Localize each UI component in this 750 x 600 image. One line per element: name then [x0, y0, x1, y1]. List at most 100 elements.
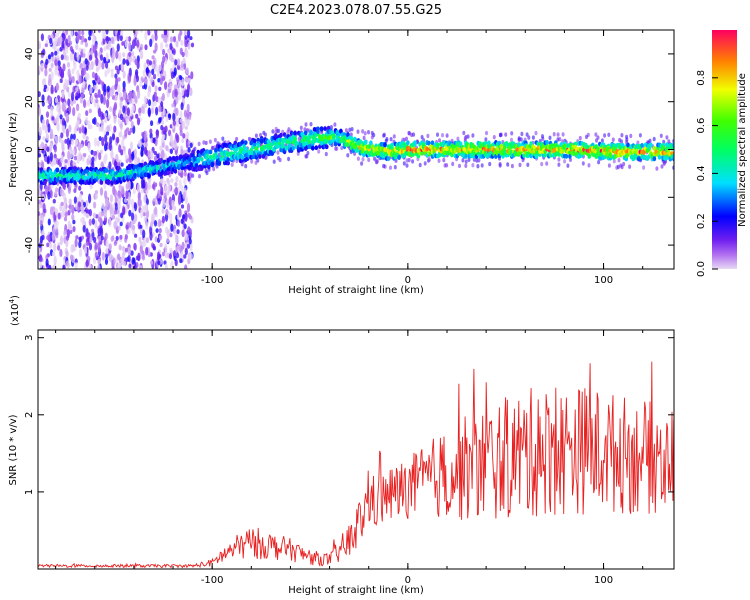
heatmap-cell	[488, 161, 492, 167]
heatmap-cell	[68, 124, 72, 133]
heatmap-cell	[106, 180, 111, 186]
heatmap-cell	[78, 240, 82, 249]
heatmap-cell	[91, 71, 96, 79]
heatmap-cell	[100, 93, 104, 104]
heatmap-cell	[520, 131, 524, 137]
heatmap-cell	[94, 219, 98, 229]
heatmap-cell	[64, 54, 68, 61]
heatmap-cell	[137, 198, 141, 207]
heatmap-cell	[119, 113, 124, 121]
heatmap-cell	[62, 117, 66, 127]
heatmap-cell	[179, 258, 183, 264]
heatmap-cell	[168, 253, 173, 260]
heatmap-cell	[166, 237, 170, 243]
heatmap-cell	[264, 132, 267, 137]
heatmap-cell	[187, 30, 191, 39]
heatmap-cell	[420, 135, 424, 140]
heatmap-cell	[175, 40, 179, 48]
heatmap-cell	[105, 252, 109, 260]
heatmap-cell	[348, 127, 352, 132]
heatmap-cell	[385, 137, 389, 142]
heatmap-cell	[259, 139, 264, 144]
heatmap-cell	[149, 221, 154, 228]
heatmap-cell	[135, 75, 139, 83]
heatmap-cell	[125, 98, 129, 103]
heatmap-cell	[105, 30, 109, 35]
heatmap-cell	[162, 108, 166, 116]
heatmap-cell	[618, 137, 622, 143]
heatmap-cell	[114, 239, 118, 245]
heatmap-cell	[147, 173, 151, 179]
heatmap-cell	[389, 165, 392, 170]
heatmap-cell	[134, 158, 138, 166]
heatmap-cell	[140, 150, 144, 157]
heatmap-cell	[173, 188, 178, 193]
heatmap-cell	[175, 176, 179, 183]
heatmap-cell	[52, 230, 56, 241]
heatmap-cell	[39, 235, 44, 244]
heatmap-cell	[180, 148, 184, 156]
heatmap-cell	[411, 159, 415, 164]
heatmap-cell	[39, 254, 43, 263]
heatmap-cell	[43, 84, 48, 89]
heatmap-cell	[87, 36, 92, 41]
heatmap-cell	[155, 201, 159, 206]
heatmap-cell	[116, 31, 120, 42]
heatmap-cell	[98, 152, 102, 161]
heatmap-cell	[184, 89, 188, 97]
heatmap-cell	[72, 99, 77, 104]
heatmap-cell	[104, 153, 108, 161]
heatmap-cell	[132, 90, 136, 99]
heatmap-cell	[65, 260, 69, 267]
heatmap-cell	[105, 131, 110, 136]
heatmap-cell	[159, 234, 163, 241]
heatmap-cell	[54, 191, 58, 197]
heatmap-cell	[179, 118, 183, 124]
heatmap-cell	[128, 90, 132, 101]
heatmap-cell	[70, 254, 74, 261]
heatmap-cell	[498, 132, 502, 138]
heatmap-cell	[72, 133, 76, 140]
heatmap-cell	[66, 61, 71, 68]
heatmap-cell	[527, 135, 531, 140]
heatmap-cell	[467, 157, 471, 162]
heatmap-cell	[130, 250, 134, 256]
y-tick-label: 1	[24, 489, 35, 495]
heatmap-cell	[258, 154, 262, 160]
heatmap-cell	[642, 165, 646, 170]
heatmap-cell	[74, 95, 79, 101]
heatmap-cell	[180, 204, 185, 209]
heatmap-cell	[78, 248, 83, 258]
heatmap-cell	[184, 247, 188, 256]
heatmap-cell	[89, 235, 93, 243]
heatmap-cell	[127, 181, 131, 190]
heatmap-cell	[277, 128, 281, 134]
heatmap-cell	[85, 116, 89, 125]
heatmap-cell	[121, 41, 125, 46]
heatmap-cell	[122, 80, 126, 90]
heatmap-cell	[151, 68, 155, 76]
colorbar-label: Normalized spectral amplitude	[737, 73, 748, 227]
heatmap-cell	[124, 234, 128, 240]
heatmap-cell	[47, 123, 51, 133]
heatmap-cell	[164, 250, 168, 258]
y-tick-label: -20	[24, 189, 35, 205]
heatmap-cell	[161, 150, 165, 159]
heatmap-cell	[130, 121, 134, 128]
heatmap-cell	[471, 133, 475, 138]
heatmap-cell	[133, 173, 137, 178]
heatmap-cell	[169, 232, 173, 238]
heatmap-cell	[104, 117, 108, 124]
heatmap-cell	[122, 70, 126, 79]
heatmap-cell	[104, 232, 108, 240]
heatmap-cell	[47, 218, 51, 226]
heatmap-cell	[436, 142, 440, 148]
heatmap-cell	[103, 208, 107, 219]
heatmap-cell	[426, 133, 430, 139]
heatmap-cell	[157, 78, 161, 83]
heatmap-cell	[149, 30, 153, 33]
heatmap-cell	[56, 122, 60, 132]
heatmap-cell	[157, 189, 161, 199]
heatmap-cell	[169, 148, 173, 155]
heatmap-cell	[279, 132, 283, 138]
